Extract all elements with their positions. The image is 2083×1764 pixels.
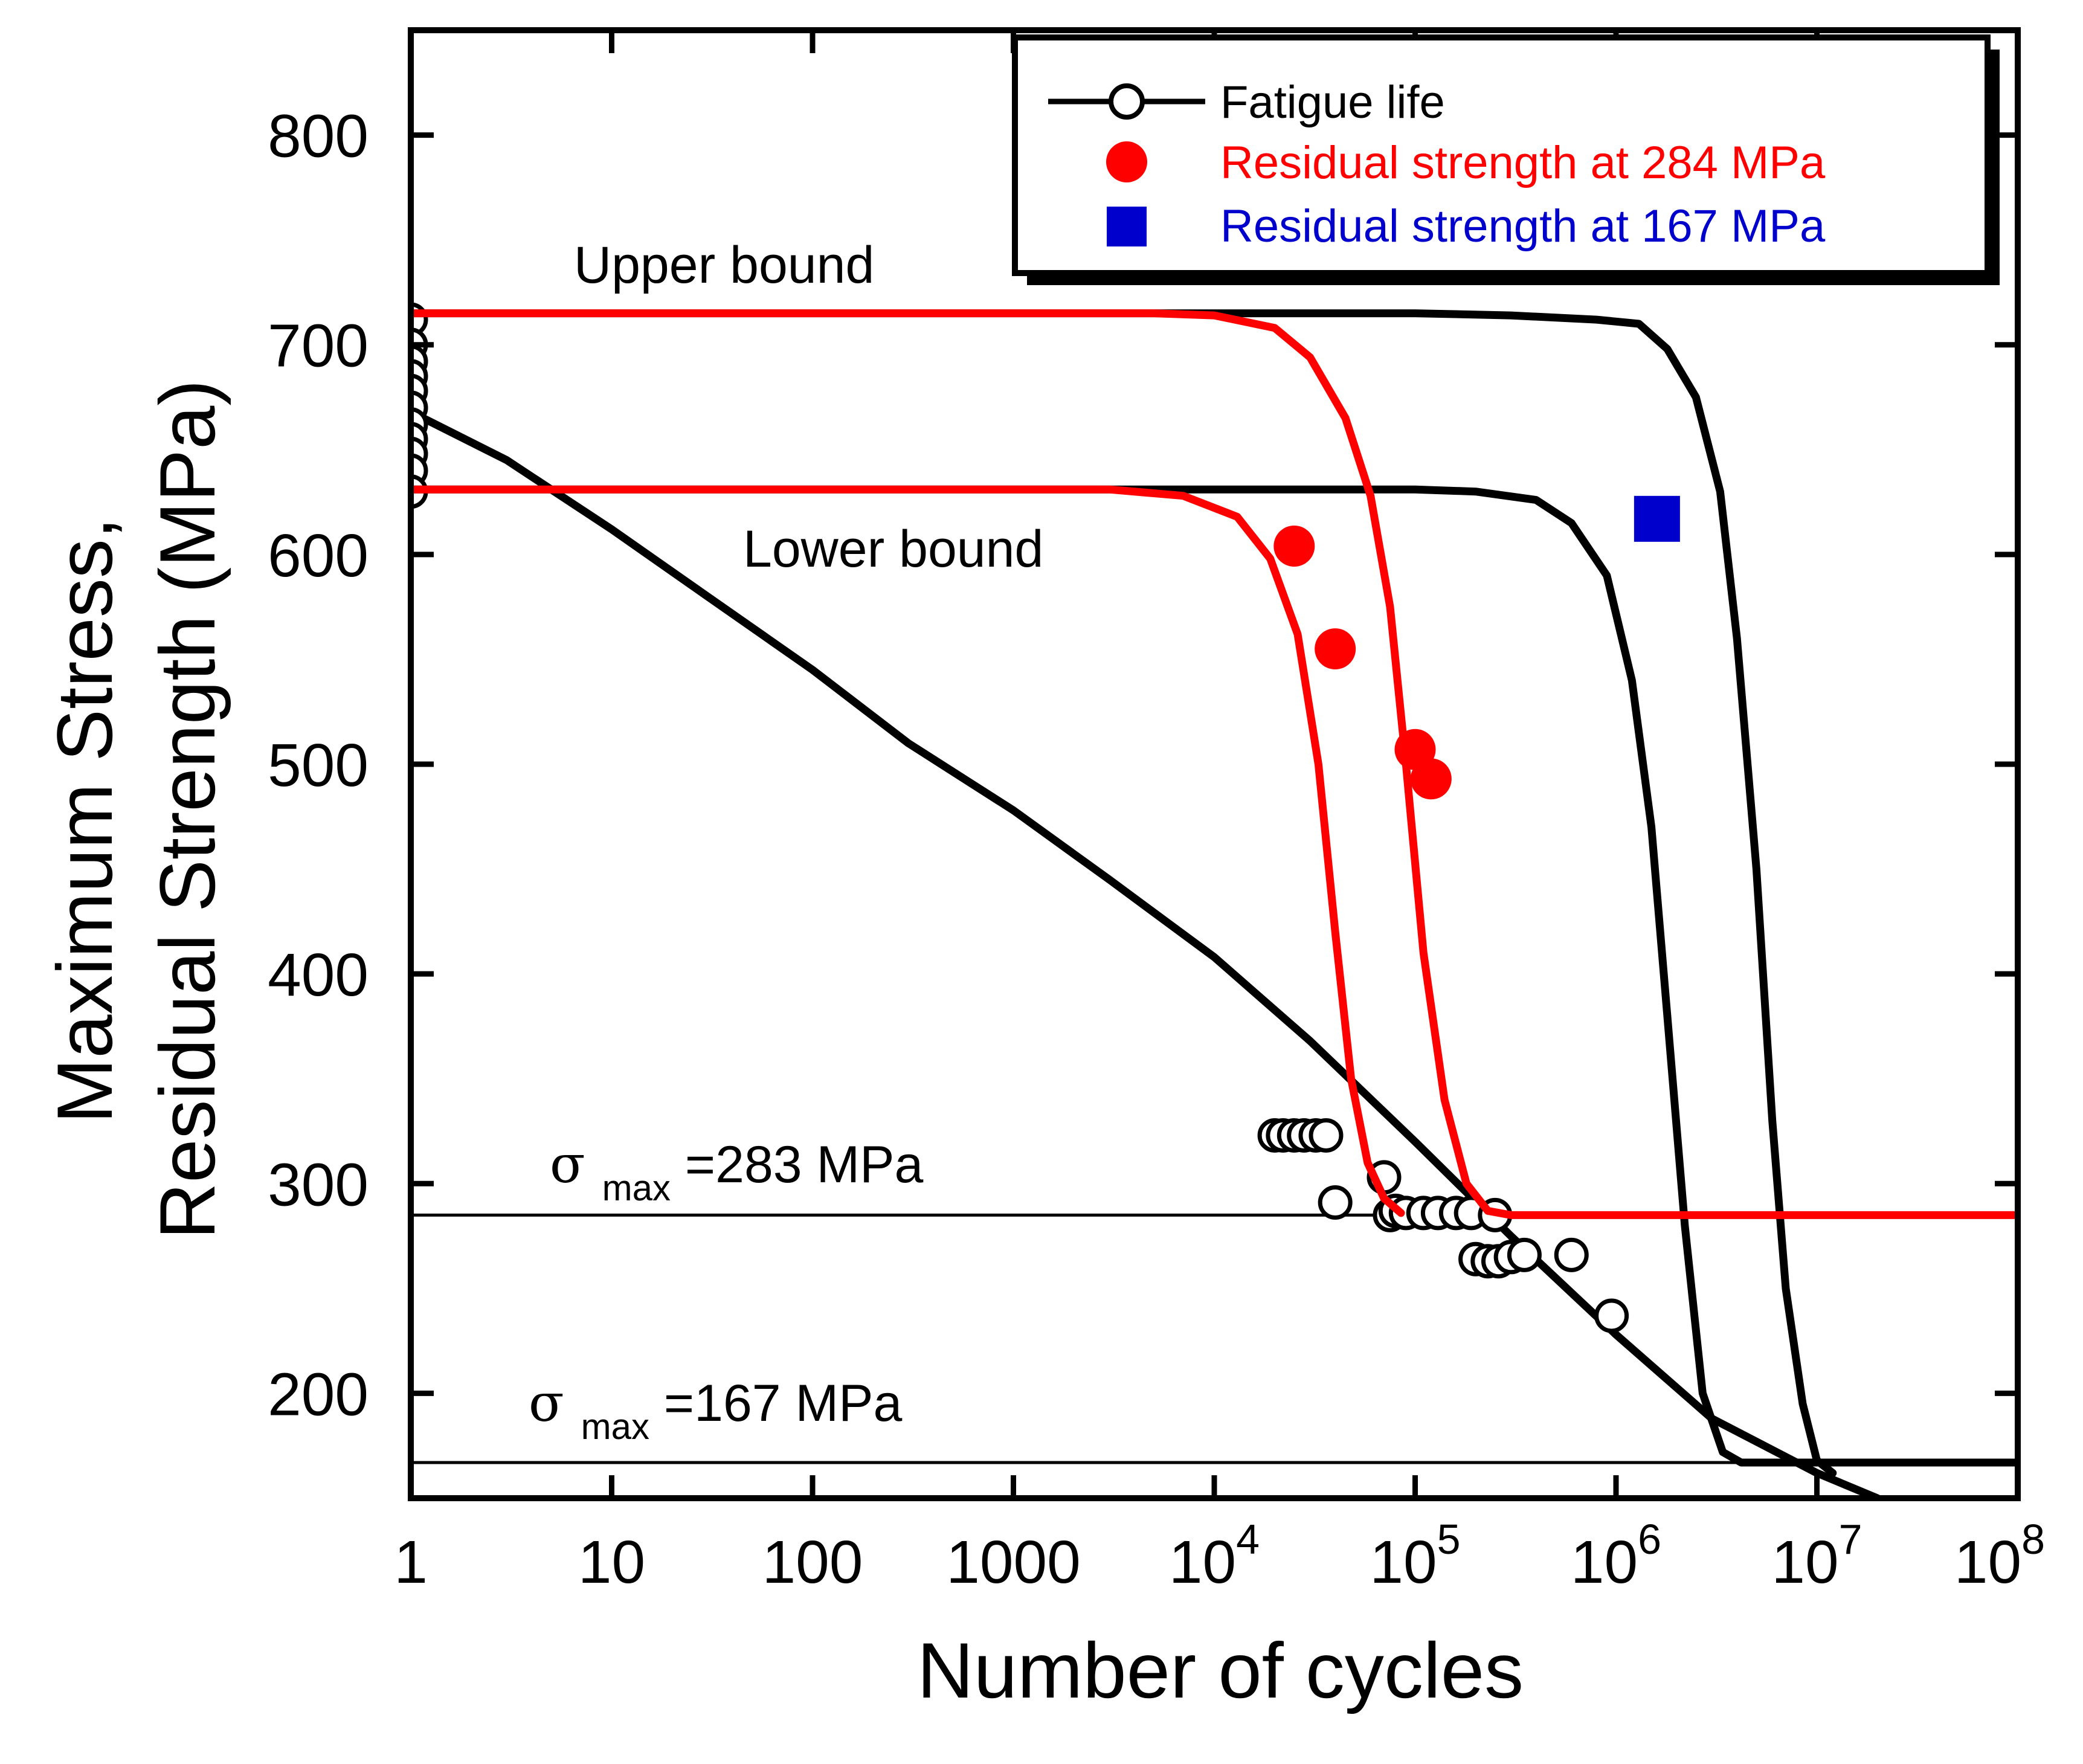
- legend-fatigue-marker: [1109, 83, 1145, 120]
- y-axis-title: Maximum Stress, Residual Strength (MPa): [40, 379, 231, 1239]
- sigma-283-symbol: σ: [550, 1135, 585, 1195]
- x-tick-label: 106: [1571, 1516, 1661, 1596]
- fatigue-point: [1318, 1185, 1353, 1220]
- x-tick-label-base: 10: [1169, 1528, 1236, 1596]
- y-tick-label: 500: [268, 732, 369, 799]
- x-tick-label-exponent: 6: [1638, 1516, 1661, 1563]
- sigma-283-value: =283 MPa: [685, 1136, 924, 1194]
- y-tick-label: 700: [268, 312, 369, 380]
- residual-284-point: [1315, 628, 1356, 670]
- y-tick-label: 800: [268, 103, 369, 170]
- x-tick-label-exponent: 8: [2021, 1516, 2045, 1563]
- series-line-0: [411, 408, 1882, 1498]
- y-tick-label: 600: [268, 522, 369, 590]
- x-tick-label: 1000: [946, 1528, 1080, 1596]
- y-tick-label: 400: [268, 941, 369, 1009]
- x-tick-label: 10: [578, 1528, 645, 1596]
- residual-284-point: [1410, 758, 1452, 800]
- upper-bound-label: Upper bound: [574, 236, 874, 294]
- series-line-4: [411, 309, 2018, 1219]
- fatigue-point: [1309, 1118, 1344, 1153]
- legend-box: [1012, 34, 1991, 276]
- lower-bound-label: Lower bound: [743, 520, 1043, 578]
- legend-red-label: Residual strength at 284 MPa: [1220, 137, 1826, 188]
- fatigue-point: [1554, 1237, 1589, 1272]
- sigma-167-subscript: max: [581, 1406, 649, 1447]
- fatigue-point: [1507, 1237, 1542, 1272]
- x-tick-label-exponent: 5: [1437, 1516, 1461, 1563]
- y-axis-title-line-2: Residual Strength (MPa): [143, 379, 231, 1239]
- legend-blue-marker: [1107, 207, 1147, 246]
- x-tick-label: 100: [762, 1528, 863, 1596]
- sigma-283-subscript: max: [602, 1168, 671, 1208]
- x-tick-label-exponent: 4: [1236, 1516, 1260, 1563]
- x-axis-title: Number of cycles: [917, 1626, 1524, 1714]
- x-tick-label-base: 10: [1771, 1528, 1838, 1596]
- legend-red-marker: [1106, 141, 1147, 182]
- series-line-5: [411, 485, 1405, 1217]
- sigma-283-label: σ max =283 MPa: [550, 1135, 923, 1212]
- x-tick-label-exponent: 7: [1839, 1516, 1862, 1563]
- fatigue-point: [1594, 1298, 1629, 1333]
- legend-fatigue-label: Fatigue life: [1220, 77, 1445, 128]
- y-tick-label: 300: [268, 1151, 369, 1218]
- y-tick-label: 200: [268, 1360, 369, 1428]
- x-tick-label: 108: [1954, 1516, 2045, 1596]
- sigma-167-value: =167 MPa: [664, 1374, 903, 1432]
- x-tick-label: 105: [1370, 1516, 1460, 1596]
- x-tick-label-base: 10: [1370, 1528, 1437, 1596]
- y-axis-title-line-1: Maximum Stress,: [40, 517, 129, 1124]
- x-tick-label: 104: [1169, 1516, 1260, 1596]
- sigma-167-label: σ max =167 MPa: [529, 1373, 902, 1450]
- sigma-167-symbol: σ: [529, 1373, 564, 1434]
- residual-167-point: [1634, 495, 1680, 542]
- series-layer: [411, 302, 2018, 1498]
- x-tick-label: 107: [1771, 1516, 1862, 1596]
- series-line-2: [411, 309, 1837, 1477]
- residual-284-point: [1273, 525, 1315, 567]
- series-line-3: [411, 485, 2018, 1467]
- legend: Fatigue life Residual strength at 284 MP…: [1012, 34, 2000, 285]
- x-tick-label: 1: [394, 1528, 428, 1596]
- x-tick-label-base: 10: [1571, 1528, 1638, 1596]
- legend-blue-label: Residual strength at 167 MPa: [1220, 201, 1826, 252]
- axis-ticks: 1 10 100 1000 104 105 106 107 108200300400500600…: [268, 30, 2045, 1596]
- x-tick-label-base: 10: [1954, 1528, 2021, 1596]
